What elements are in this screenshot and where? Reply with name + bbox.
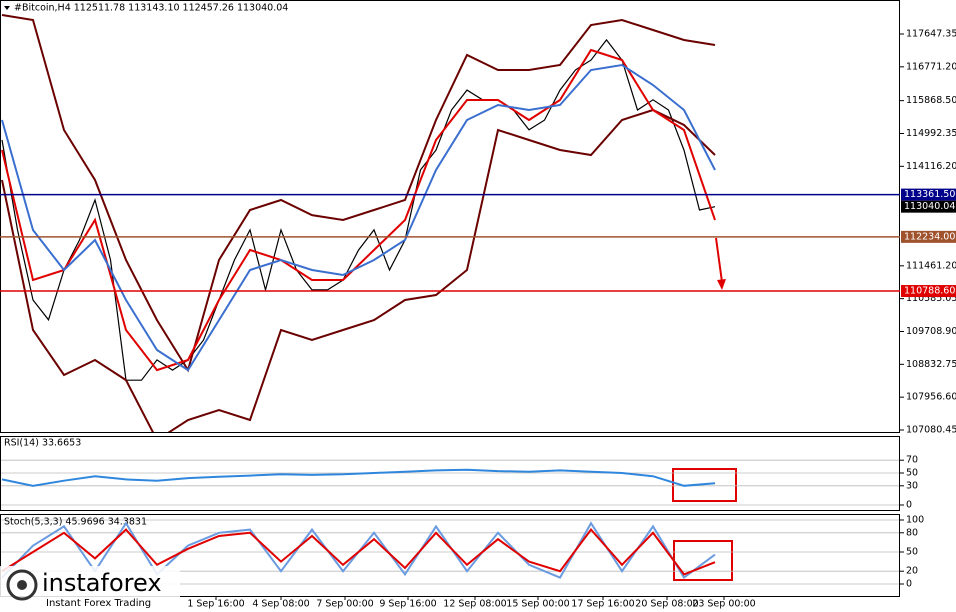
y-tick-label: 108832.75 [906, 359, 956, 370]
brand: instaforex [42, 569, 162, 597]
level-box [901, 285, 956, 298]
panel-label: Stoch(5,3,3) 45.9696 34.3831 [4, 517, 147, 528]
y-tick-label: 107080.45 [906, 424, 956, 435]
price-plot [1, 14, 716, 432]
level-box [901, 230, 956, 243]
y-tick-label: 50 [906, 547, 918, 558]
rsi-panel [0, 436, 900, 511]
last-price-box [901, 200, 956, 213]
stoch-panel [0, 514, 900, 597]
menu-icon [4, 6, 10, 10]
x-tick-label: 15 Sep 00:00 [506, 599, 569, 610]
x-tick-label: 7 Sep 00:00 [316, 599, 373, 610]
y-tick-label: 80 [906, 527, 918, 538]
series-line [1, 38, 716, 381]
y-tick-label: 117647.35 [906, 28, 956, 39]
series-line [1, 528, 716, 576]
y-tick-label: 110585.05 [906, 293, 956, 304]
x-tick-label: 4 Sep 08:00 [252, 599, 309, 610]
level-label: 110788.60 [904, 286, 955, 297]
y-tick-label: 100 [906, 515, 924, 526]
y-tick-label: 107956.60 [906, 392, 956, 403]
arrow-head [717, 279, 726, 290]
x-tick-label: 1 Sep 16:00 [187, 599, 244, 610]
x-tick-label: 9 Sep 16:00 [379, 599, 436, 610]
series-line [1, 48, 716, 372]
panel-label: RSI(14) 33.6653 [4, 438, 81, 449]
x-tick-label: 20 Sep 08:00 [635, 599, 698, 610]
y-tick-label: 70 [906, 455, 918, 466]
y-tick-label: 115868.50 [906, 95, 956, 106]
level-label: 113361.50 [904, 189, 955, 200]
watermark: instaforex Instant Forex Trading [0, 566, 180, 612]
series-line [1, 108, 716, 432]
x-tick-label: 12 Sep 08:00 [443, 599, 506, 610]
y-tick-label: 0 [906, 579, 912, 590]
price-panel [0, 0, 900, 433]
x-tick-label: 17 Sep 16:00 [571, 599, 634, 610]
arrow [715, 237, 723, 283]
level-box [901, 188, 956, 201]
y-tick-label: 20 [906, 566, 918, 577]
quote-header: #Bitcoin,H4 112511.78 113143.10 112457.2… [14, 3, 288, 14]
tagline: Instant Forex Trading [46, 598, 151, 609]
y-tick-label: 30 [906, 480, 918, 491]
y-tick-label: 50 [906, 468, 918, 479]
series-line [1, 468, 716, 487]
y-tick-label: 114992.35 [906, 128, 956, 139]
y-tick-label: 114116.20 [906, 161, 956, 172]
y-tick-label: 111461.20 [906, 260, 956, 271]
y-tick-label: 0 [906, 500, 912, 511]
series-line [1, 63, 716, 372]
y-tick-label: 116771.20 [906, 61, 956, 72]
series-line [1, 14, 716, 373]
logo [17, 580, 27, 590]
y-tick-label: 109708.90 [906, 326, 956, 337]
level-label: 112234.00 [904, 231, 955, 242]
x-tick-label: 23 Sep 00:00 [692, 599, 755, 610]
last-price-label: 113040.04 [904, 201, 955, 212]
highlight-box [672, 468, 737, 502]
logo [6, 569, 38, 601]
